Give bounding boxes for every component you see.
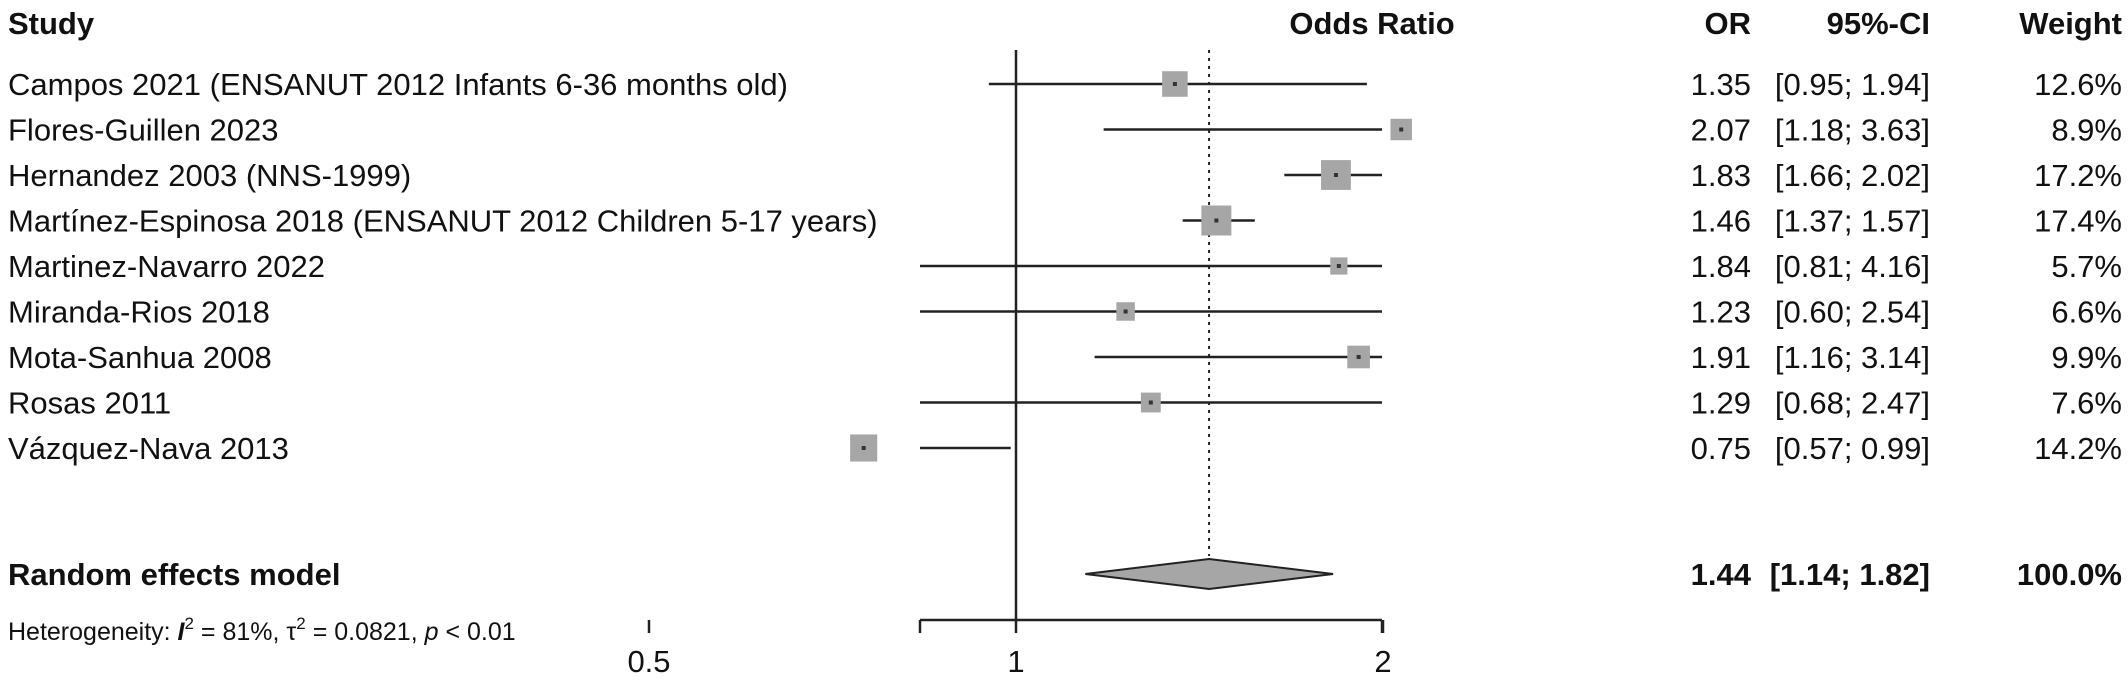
ci-value: [0.60; 2.54] bbox=[1775, 295, 1930, 330]
weight-value: 12.6% bbox=[2034, 67, 2122, 102]
pooled-weight-value: 100.0% bbox=[2017, 557, 2122, 592]
point-estimate bbox=[861, 446, 866, 450]
weight-value: 8.9% bbox=[2051, 113, 2122, 148]
weight-value: 17.4% bbox=[2034, 204, 2122, 239]
or-value: 1.29 bbox=[1691, 386, 1751, 421]
ci-value: [0.81; 4.16] bbox=[1775, 249, 1930, 284]
ci-value: [0.68; 2.47] bbox=[1775, 386, 1930, 421]
study-name: Vázquez-Nava 2013 bbox=[8, 431, 289, 466]
header-weight: Weight bbox=[2019, 6, 2122, 41]
or-value: 1.46 bbox=[1691, 204, 1751, 239]
or-value: 0.75 bbox=[1691, 431, 1751, 466]
study-rows: Campos 2021 (ENSANUT 2012 Infants 6-36 m… bbox=[8, 67, 2122, 466]
x-tick-label: 0.5 bbox=[627, 644, 670, 679]
ci-value: [0.57; 0.99] bbox=[1775, 431, 1930, 466]
or-value: 1.91 bbox=[1691, 340, 1751, 375]
x-axis: 0.5 1 2 bbox=[627, 50, 1392, 679]
point-estimate bbox=[1172, 82, 1177, 86]
or-value: 1.23 bbox=[1691, 295, 1751, 330]
study-row: Martínez-Espinosa 2018 (ENSANUT 2012 Chi… bbox=[8, 204, 2122, 239]
or-value: 1.35 bbox=[1691, 67, 1751, 102]
pooled-diamond bbox=[1085, 557, 1334, 591]
study-row: Flores-Guillen 2023 2.07 [1.18; 3.63] 8.9% bbox=[8, 113, 2122, 148]
point-estimate bbox=[1214, 218, 1219, 223]
study-row: Mota-Sanhua 2008 1.91 [1.16; 3.14] 9.9% bbox=[8, 340, 2122, 375]
point-estimate bbox=[1399, 127, 1404, 132]
header-or: OR bbox=[1705, 6, 1752, 41]
header-ci: 95%-CI bbox=[1827, 6, 1930, 41]
or-value: 1.84 bbox=[1691, 249, 1751, 284]
point-estimate bbox=[1148, 400, 1153, 405]
pooled-label: Random effects model bbox=[8, 557, 340, 592]
pooled-estimate: Random effects model 1.44 [1.14; 1.82] 100.… bbox=[8, 557, 2122, 592]
study-name: Campos 2021 (ENSANUT 2012 Infants 6-36 m… bbox=[8, 67, 788, 102]
heterogeneity-text: Heterogeneity: I2 = 81%, τ2 = 0.0821, p … bbox=[8, 614, 516, 646]
study-name: Hernandez 2003 (NNS-1999) bbox=[8, 158, 411, 193]
weight-value: 6.6% bbox=[2051, 295, 2122, 330]
or-value: 2.07 bbox=[1691, 113, 1751, 148]
ci-value: [1.37; 1.57] bbox=[1775, 204, 1930, 239]
x-tick-label: 1 bbox=[1007, 644, 1024, 679]
weight-value: 7.6% bbox=[2051, 386, 2122, 421]
study-row: Martinez-Navarro 2022 1.84 [0.81; 4.16] 5.7… bbox=[8, 249, 2122, 284]
ci-value: [1.16; 3.14] bbox=[1775, 340, 1930, 375]
study-name: Martínez-Espinosa 2018 (ENSANUT 2012 Chi… bbox=[8, 204, 878, 239]
study-row: Campos 2021 (ENSANUT 2012 Infants 6-36 m… bbox=[8, 67, 2122, 102]
point-estimate bbox=[1123, 309, 1128, 314]
header-study: Study bbox=[8, 6, 95, 41]
ci-value: [1.18; 3.63] bbox=[1775, 113, 1930, 148]
study-row: Rosas 2011 1.29 [0.68; 2.47] 7.6% bbox=[8, 386, 2122, 421]
or-value: 1.83 bbox=[1691, 158, 1751, 193]
study-name: Flores-Guillen 2023 bbox=[8, 113, 279, 148]
point-estimate bbox=[1336, 264, 1341, 268]
study-name: Martinez-Navarro 2022 bbox=[8, 249, 325, 284]
study-name: Miranda-Rios 2018 bbox=[8, 295, 270, 330]
weight-value: 14.2% bbox=[2034, 431, 2122, 466]
study-row: Hernandez 2003 (NNS-1999) 1.83 [1.66; 2.02… bbox=[8, 158, 2122, 193]
weight-value: 5.7% bbox=[2051, 249, 2122, 284]
pooled-ci-value: [1.14; 1.82] bbox=[1770, 557, 1930, 592]
study-name: Rosas 2011 bbox=[8, 386, 171, 421]
point-estimate bbox=[1356, 355, 1361, 359]
study-row: Miranda-Rios 2018 1.23 [0.60; 2.54] 6.6% bbox=[8, 295, 2122, 330]
study-row: Vázquez-Nava 2013 0.75 [0.57; 0.99] 14.2% bbox=[8, 431, 2122, 466]
header-odds-ratio: Odds Ratio bbox=[1289, 6, 1454, 41]
ci-value: [0.95; 1.94] bbox=[1775, 67, 1930, 102]
weight-value: 17.2% bbox=[2034, 158, 2122, 193]
point-estimate bbox=[1333, 173, 1338, 177]
ci-value: [1.66; 2.02] bbox=[1775, 158, 1930, 193]
pooled-or-value: 1.44 bbox=[1691, 557, 1752, 592]
x-tick-label: 2 bbox=[1374, 644, 1391, 679]
study-name: Mota-Sanhua 2008 bbox=[8, 340, 272, 375]
weight-value: 9.9% bbox=[2051, 340, 2122, 375]
